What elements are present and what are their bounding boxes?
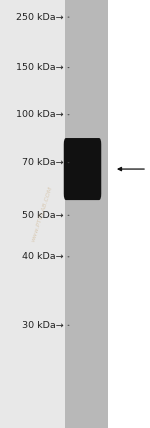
Bar [65,0,108,428]
Text: 40 kDa→: 40 kDa→ [22,252,64,262]
Bar [108,0,150,428]
FancyBboxPatch shape [64,138,101,200]
Text: 50 kDa→: 50 kDa→ [22,211,64,220]
Text: 70 kDa→: 70 kDa→ [22,158,64,167]
Text: www.PTGLAB.COM: www.PTGLAB.COM [31,186,53,242]
Bar [0,0,65,428]
Text: 250 kDa→: 250 kDa→ [16,12,64,22]
Text: 30 kDa→: 30 kDa→ [22,321,64,330]
Text: 100 kDa→: 100 kDa→ [16,110,64,119]
Text: 150 kDa→: 150 kDa→ [16,63,64,72]
